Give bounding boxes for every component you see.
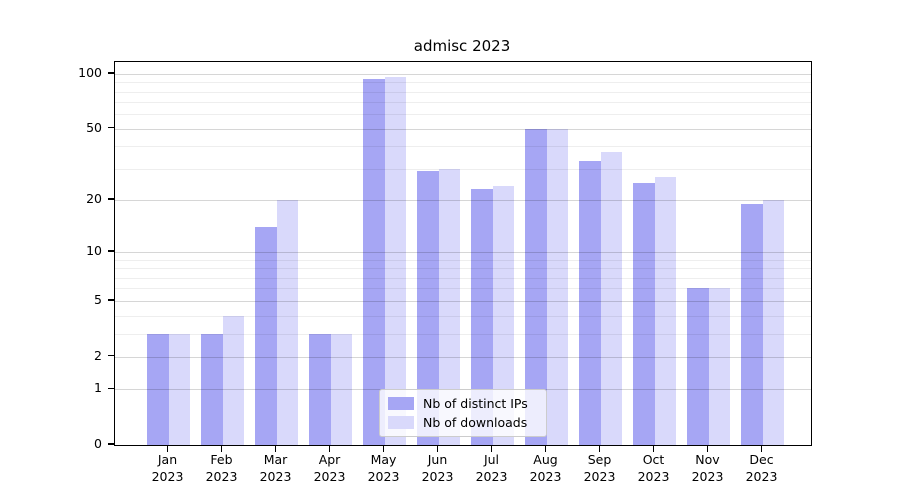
y-tick-mark-2 <box>108 354 114 357</box>
x-tick-label-sep: Sep 2023 <box>583 452 616 484</box>
bar-jul-distinct-ips <box>471 189 493 445</box>
legend-swatch-downloads <box>388 416 414 429</box>
x-tick-mark-feb <box>220 446 223 452</box>
bar-jan-downloads <box>168 333 190 445</box>
x-tick-label-jul: Jul 2023 <box>475 452 508 484</box>
y-tick-label-20: 20 <box>86 191 102 207</box>
bar-jan-distinct-ips <box>147 333 169 445</box>
y-tick-mark-20 <box>108 198 114 200</box>
y-tick-mark-10 <box>108 250 114 252</box>
y-tick-label-5: 5 <box>94 291 102 307</box>
legend-item-distinct-ips: Nb of distinct IPs <box>388 396 538 411</box>
bar-nov-downloads <box>708 288 730 445</box>
legend-swatch-distinct-ips <box>388 397 414 410</box>
legend-label-downloads: Nb of downloads <box>423 415 528 430</box>
x-tick-mark-apr <box>328 446 331 452</box>
legend-item-downloads: Nb of downloads <box>388 415 538 430</box>
x-tick-label-mar: Mar 2023 <box>259 452 292 484</box>
bar-mar-distinct-ips <box>255 227 277 445</box>
x-tick-mark-jan <box>166 446 169 452</box>
y-tick-mark-0 <box>108 443 114 445</box>
bar-apr-downloads <box>330 333 352 445</box>
x-tick-label-aug: Aug 2023 <box>529 452 562 484</box>
bar-feb-distinct-ips <box>201 333 223 445</box>
bar-apr-distinct-ips <box>309 333 331 445</box>
x-tick-label-jan: Jan 2023 <box>151 452 184 484</box>
legend-label-distinct-ips: Nb of distinct IPs <box>423 396 528 411</box>
bar-nov-distinct-ips <box>687 288 709 445</box>
x-tick-label-nov: Nov 2023 <box>691 452 724 484</box>
bar-may-downloads <box>384 77 406 445</box>
y-tick-label-50: 50 <box>86 119 102 135</box>
x-tick-mark-mar <box>274 446 277 452</box>
x-tick-label-may: May 2023 <box>367 452 400 484</box>
bar-dec-distinct-ips <box>741 204 763 445</box>
x-tick-mark-dec <box>760 446 763 452</box>
y-tick-label-100: 100 <box>78 64 102 80</box>
bar-oct-distinct-ips <box>633 182 655 445</box>
bar-jul-downloads <box>492 186 514 445</box>
legend: Nb of distinct IPs Nb of downloads <box>379 389 547 437</box>
x-tick-mark-sep <box>598 446 601 452</box>
x-tick-label-feb: Feb 2023 <box>205 452 238 484</box>
chart-title: admisc 2023 <box>413 37 511 55</box>
bar-mar-downloads <box>276 200 298 445</box>
bar-sep-downloads <box>600 152 622 445</box>
x-tick-label-dec: Dec 2023 <box>745 452 778 484</box>
x-tick-label-jun: Jun 2023 <box>421 452 454 484</box>
bar-jun-distinct-ips <box>417 171 439 445</box>
x-tick-mark-oct <box>652 446 655 452</box>
bars-layer <box>115 62 811 445</box>
bar-aug-distinct-ips <box>525 128 547 445</box>
bar-oct-downloads <box>654 177 676 445</box>
y-tick-label-0: 0 <box>94 436 102 451</box>
x-tick-mark-nov <box>706 446 709 452</box>
x-tick-label-oct: Oct 2023 <box>637 452 670 484</box>
x-tick-mark-jul <box>490 446 493 452</box>
bar-jun-downloads <box>438 168 460 445</box>
y-tick-label-10: 10 <box>86 243 102 259</box>
y-tick-mark-50 <box>108 127 114 129</box>
plot-area <box>114 61 812 446</box>
y-tick-mark-1 <box>108 387 114 389</box>
x-tick-label-apr: Apr 2023 <box>313 452 346 484</box>
y-tick-label-1: 1 <box>94 380 102 396</box>
y-tick-mark-5 <box>108 299 114 301</box>
x-tick-mark-jun <box>436 446 439 452</box>
bar-may-distinct-ips <box>363 78 385 445</box>
y-tick-label-2: 2 <box>94 347 102 363</box>
bar-feb-downloads <box>222 315 244 445</box>
bar-dec-downloads <box>762 200 784 445</box>
bar-sep-distinct-ips <box>579 161 601 445</box>
x-tick-mark-aug <box>544 446 547 452</box>
bar-aug-downloads <box>546 128 568 445</box>
y-tick-mark-100 <box>108 72 114 74</box>
x-tick-mark-may <box>382 446 385 452</box>
